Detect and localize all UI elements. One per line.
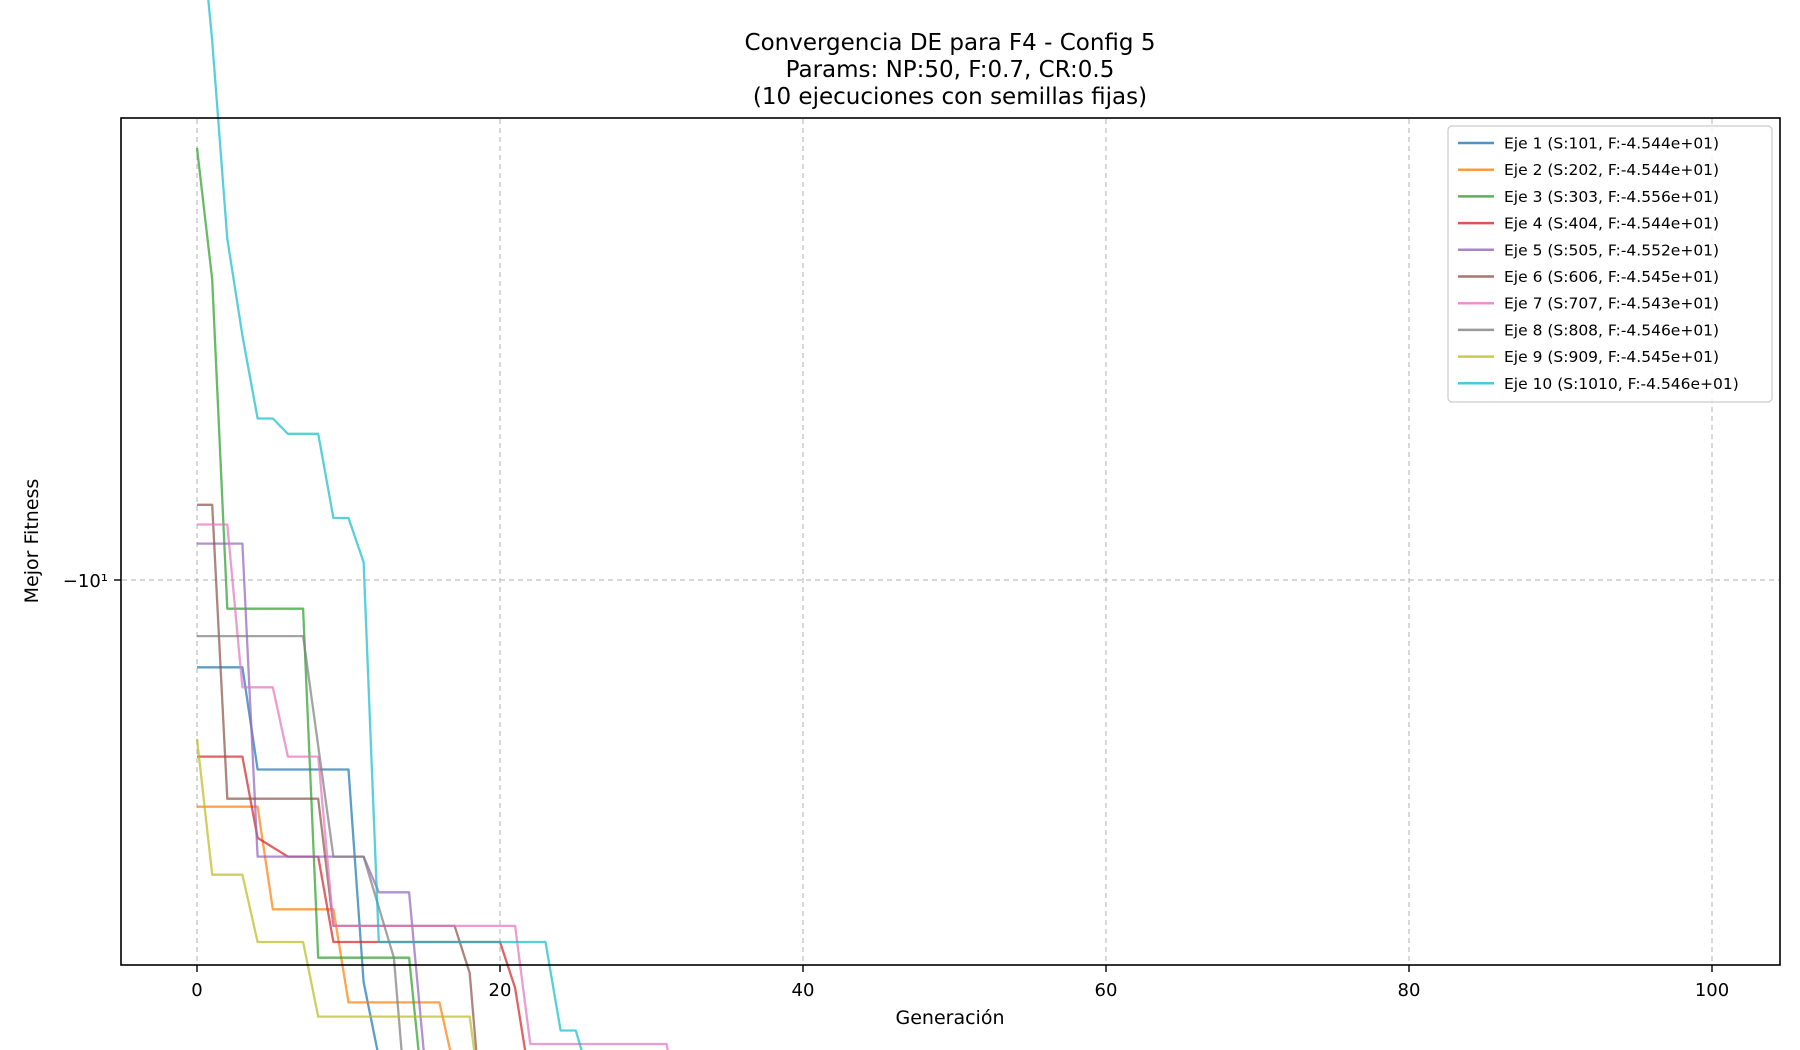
plot-frame — [120, 117, 1781, 966]
legend-label: Eje 1 (S:101, F:-4.544e+01) — [1504, 135, 1719, 153]
title-line-1: Convergencia DE para F4 - Config 5 — [745, 30, 1156, 56]
legend-label: Eje 10 (S:1010, F:-4.546e+01) — [1504, 375, 1739, 393]
series-line-7 — [197, 523, 669, 1050]
series-line-1 — [197, 666, 379, 1050]
x-tick-label: 60 — [1095, 980, 1118, 1001]
y-axis-label: Mejor Fitness — [21, 479, 43, 604]
legend-label: Eje 9 (S:909, F:-4.545e+01) — [1504, 348, 1719, 366]
x-tick-label: 80 — [1398, 980, 1421, 1001]
series-lines — [195, 0, 669, 1050]
title-line-2: Params: NP:50, F:0.7, CR:0.5 — [786, 57, 1115, 83]
legend-label: Eje 6 (S:606, F:-4.545e+01) — [1504, 268, 1719, 286]
chart-title: Convergencia DE para F4 - Config 5 Param… — [745, 30, 1156, 110]
legend-label: Eje 5 (S:505, F:-4.552e+01) — [1504, 241, 1719, 259]
series-line-4 — [197, 755, 527, 1050]
series-line-8 — [197, 634, 403, 1050]
legend-label: Eje 8 (S:808, F:-4.546e+01) — [1504, 321, 1719, 339]
legend: Eje 1 (S:101, F:-4.544e+01) Eje 2 (S:202,… — [1447, 125, 1773, 403]
grid — [122, 119, 1779, 964]
legend-label: Eje 4 (S:404, F:-4.544e+01) — [1504, 215, 1719, 233]
legend-label: Eje 7 (S:707, F:-4.543e+01) — [1504, 295, 1719, 313]
legend-label: Eje 2 (S:202, F:-4.544e+01) — [1504, 161, 1719, 179]
x-tick-label: 40 — [792, 980, 815, 1001]
title-line-3: (10 ejecuciones con semillas fijas) — [753, 84, 1147, 110]
series-line-3 — [195, 147, 420, 1050]
series-line-9 — [195, 738, 476, 1050]
y-tick-label: −10¹ — [63, 571, 108, 592]
legend-box — [1447, 125, 1773, 403]
series-line-6 — [197, 503, 478, 1050]
x-tick-label: 0 — [191, 980, 202, 1001]
legend-label: Eje 3 (S:303, F:-4.556e+01) — [1504, 188, 1719, 206]
series-line-5 — [197, 542, 425, 1050]
x-axis-label: Generación — [896, 1007, 1005, 1029]
x-tick-label: 20 — [489, 980, 512, 1001]
x-tick-label: 100 — [1695, 980, 1729, 1001]
series-line-2 — [197, 805, 452, 1050]
series-line-10 — [207, 0, 583, 1050]
axis-ticks: 0 20 40 60 80 100 −10¹ — [63, 571, 1729, 1001]
